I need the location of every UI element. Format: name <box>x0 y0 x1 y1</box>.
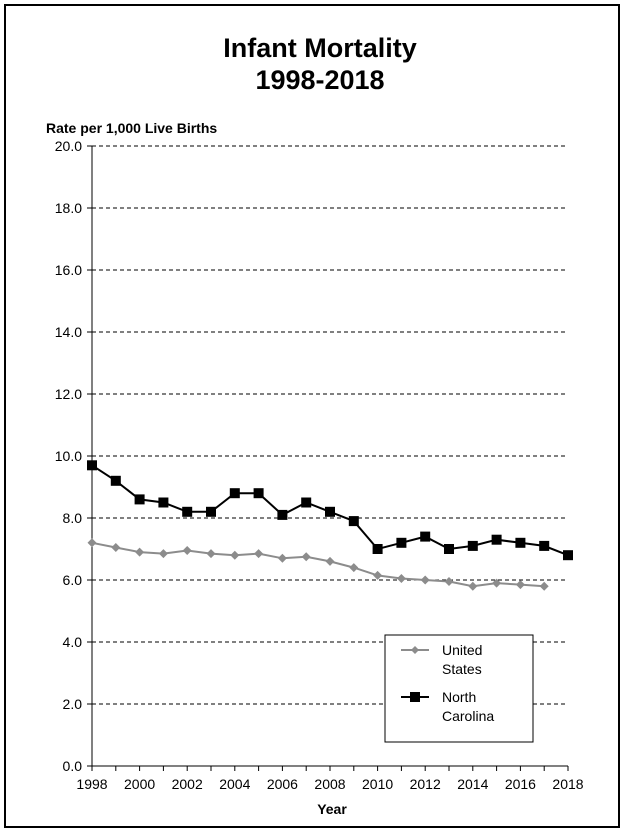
series-1-point-1999 <box>110 475 121 486</box>
series-1-point-2006 <box>277 509 288 520</box>
x-tick-label-7: 2012 <box>410 776 441 792</box>
legend-box <box>384 634 534 743</box>
y-tick-label-3: 6.0 <box>63 572 83 588</box>
series-0-point-2006 <box>277 553 287 563</box>
x-tick-label-5: 2008 <box>314 776 345 792</box>
y-tick-label-9: 18.0 <box>55 200 82 216</box>
legend-us-marker <box>411 646 419 654</box>
series-0-point-2015 <box>492 578 502 588</box>
legend-us-label-line-2: States <box>442 661 482 677</box>
y-tick-label-2: 4.0 <box>63 634 83 650</box>
series-1-point-2013 <box>444 544 454 554</box>
series-0-point-2010 <box>373 570 383 580</box>
series-0-point-1999 <box>111 542 121 552</box>
series-1-point-2009 <box>348 516 359 527</box>
legend-nc-label-line-1: North <box>442 689 476 705</box>
series-1-point-2002 <box>182 506 193 517</box>
series-0-point-2005 <box>254 549 264 559</box>
series-0-point-2000 <box>135 547 145 557</box>
series-1-point-2001 <box>158 497 169 508</box>
x-tick-label-6: 2010 <box>362 776 393 792</box>
series-1-point-2000 <box>134 494 145 505</box>
x-tick-label-0: 1998 <box>76 776 107 792</box>
series-0-point-2013 <box>444 577 454 587</box>
legend-nc-label-line-2: Carolina <box>442 708 494 724</box>
series-1-point-2017 <box>539 540 550 551</box>
y-tick-label-6: 12.0 <box>55 386 82 402</box>
series-0-point-2003 <box>206 549 216 559</box>
axes <box>87 145 569 771</box>
x-tick-label-10: 2018 <box>552 776 583 792</box>
series-0-point-2012 <box>420 575 430 585</box>
x-tick-label-4: 2006 <box>267 776 298 792</box>
series-1-point-2010 <box>372 544 383 554</box>
series-1-point-2018 <box>563 550 573 561</box>
series-line-0 <box>91 541 545 588</box>
series-0-point-2016 <box>515 580 525 590</box>
chart-title-line-2: 1998-2018 <box>255 65 384 95</box>
y-tick-label-10: 20.0 <box>55 138 82 154</box>
series <box>87 460 573 591</box>
x-tick-labels: 1998 2000 2002 2004 2006 2008 2010 2012 2014 2016… <box>76 776 583 792</box>
y-axis-label: Rate per 1,000 Live Births <box>46 120 217 136</box>
series-0-point-2017 <box>539 581 549 591</box>
series-1-point-2012 <box>420 531 431 542</box>
series-1-point-1998 <box>87 460 97 471</box>
series-0-point-2008 <box>325 556 335 566</box>
series-1-point-2015 <box>491 534 502 545</box>
series-1-point-2014 <box>467 540 478 551</box>
series-0-point-1998 <box>87 538 97 548</box>
legend-us-label-line-1: United <box>442 642 482 658</box>
series-1-point-2016 <box>515 537 526 548</box>
series-0-point-2014 <box>468 581 478 591</box>
y-tick-label-0: 0.0 <box>63 758 83 774</box>
series-1-point-2011 <box>396 537 407 548</box>
legend: United States North Carolina <box>384 634 534 743</box>
y-tick-labels: 0.0 2.0 4.0 6.0 8.0 10.0 12.0 14.0 16.0 18.0 20.0 <box>55 138 82 774</box>
grid-lines <box>92 145 568 705</box>
legend-nc-marker <box>410 692 420 702</box>
x-tick-label-8: 2014 <box>457 776 488 792</box>
x-tick-label-3: 2004 <box>219 776 250 792</box>
series-1-point-2003 <box>206 506 216 517</box>
x-tick-label-2: 2002 <box>172 776 203 792</box>
series-0-point-2002 <box>182 546 192 556</box>
series-0-point-2001 <box>158 549 168 559</box>
y-tick-label-4: 8.0 <box>63 510 83 526</box>
series-1-point-2004 <box>229 488 240 499</box>
series-0-point-2009 <box>349 563 359 573</box>
x-tick-label-1: 2000 <box>124 776 155 792</box>
series-0-point-2011 <box>396 573 406 583</box>
series-0-point-2007 <box>301 552 311 562</box>
series-0-point-2004 <box>230 550 240 560</box>
series-1-point-2007 <box>301 497 312 508</box>
chart-title-line-1: Infant Mortality <box>223 33 417 63</box>
y-tick-label-8: 16.0 <box>55 262 82 278</box>
y-tick-label-5: 10.0 <box>55 448 82 464</box>
x-tick-label-9: 2016 <box>505 776 536 792</box>
series-1-point-2005 <box>253 488 264 499</box>
y-tick-label-1: 2.0 <box>63 696 83 712</box>
x-axis-label: Year <box>317 801 347 817</box>
series-1-point-2008 <box>325 506 335 517</box>
y-tick-label-7: 14.0 <box>55 324 82 340</box>
